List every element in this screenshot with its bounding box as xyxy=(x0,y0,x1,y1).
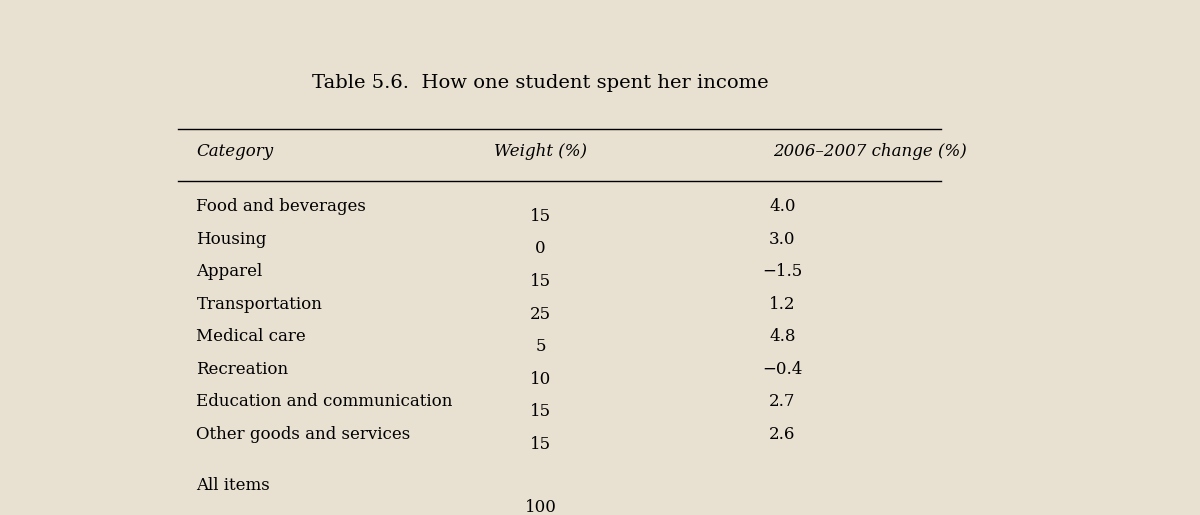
Text: 15: 15 xyxy=(530,208,551,225)
Text: Category: Category xyxy=(197,143,274,160)
Text: 2.6: 2.6 xyxy=(769,426,796,443)
Text: Education and communication: Education and communication xyxy=(197,393,452,410)
Text: 15: 15 xyxy=(530,273,551,290)
Text: Apparel: Apparel xyxy=(197,263,263,280)
Text: All items: All items xyxy=(197,477,270,494)
Text: Other goods and services: Other goods and services xyxy=(197,426,410,443)
Text: 3.0: 3.0 xyxy=(769,231,796,248)
Text: Medical care: Medical care xyxy=(197,328,306,345)
Text: Table 5.6.  How one student spent her income: Table 5.6. How one student spent her inc… xyxy=(312,74,769,92)
Text: 100: 100 xyxy=(524,499,557,515)
Text: 2006–2007 change (%): 2006–2007 change (%) xyxy=(773,143,967,160)
Text: 0: 0 xyxy=(535,241,546,258)
Text: 15: 15 xyxy=(530,403,551,420)
Text: 4.0: 4.0 xyxy=(769,198,796,215)
Text: Food and beverages: Food and beverages xyxy=(197,198,366,215)
Text: −1.5: −1.5 xyxy=(762,263,803,280)
Text: Transportation: Transportation xyxy=(197,296,323,313)
Text: 5: 5 xyxy=(535,338,546,355)
Text: 10: 10 xyxy=(530,370,551,388)
Text: Weight (%): Weight (%) xyxy=(494,143,587,160)
Text: Recreation: Recreation xyxy=(197,360,289,377)
Text: 1.2: 1.2 xyxy=(769,296,796,313)
Text: Housing: Housing xyxy=(197,231,266,248)
Text: 2.7: 2.7 xyxy=(769,393,796,410)
Text: −0.4: −0.4 xyxy=(762,360,803,377)
Text: 15: 15 xyxy=(530,436,551,453)
Text: 25: 25 xyxy=(530,305,551,322)
Text: 4.8: 4.8 xyxy=(769,328,796,345)
